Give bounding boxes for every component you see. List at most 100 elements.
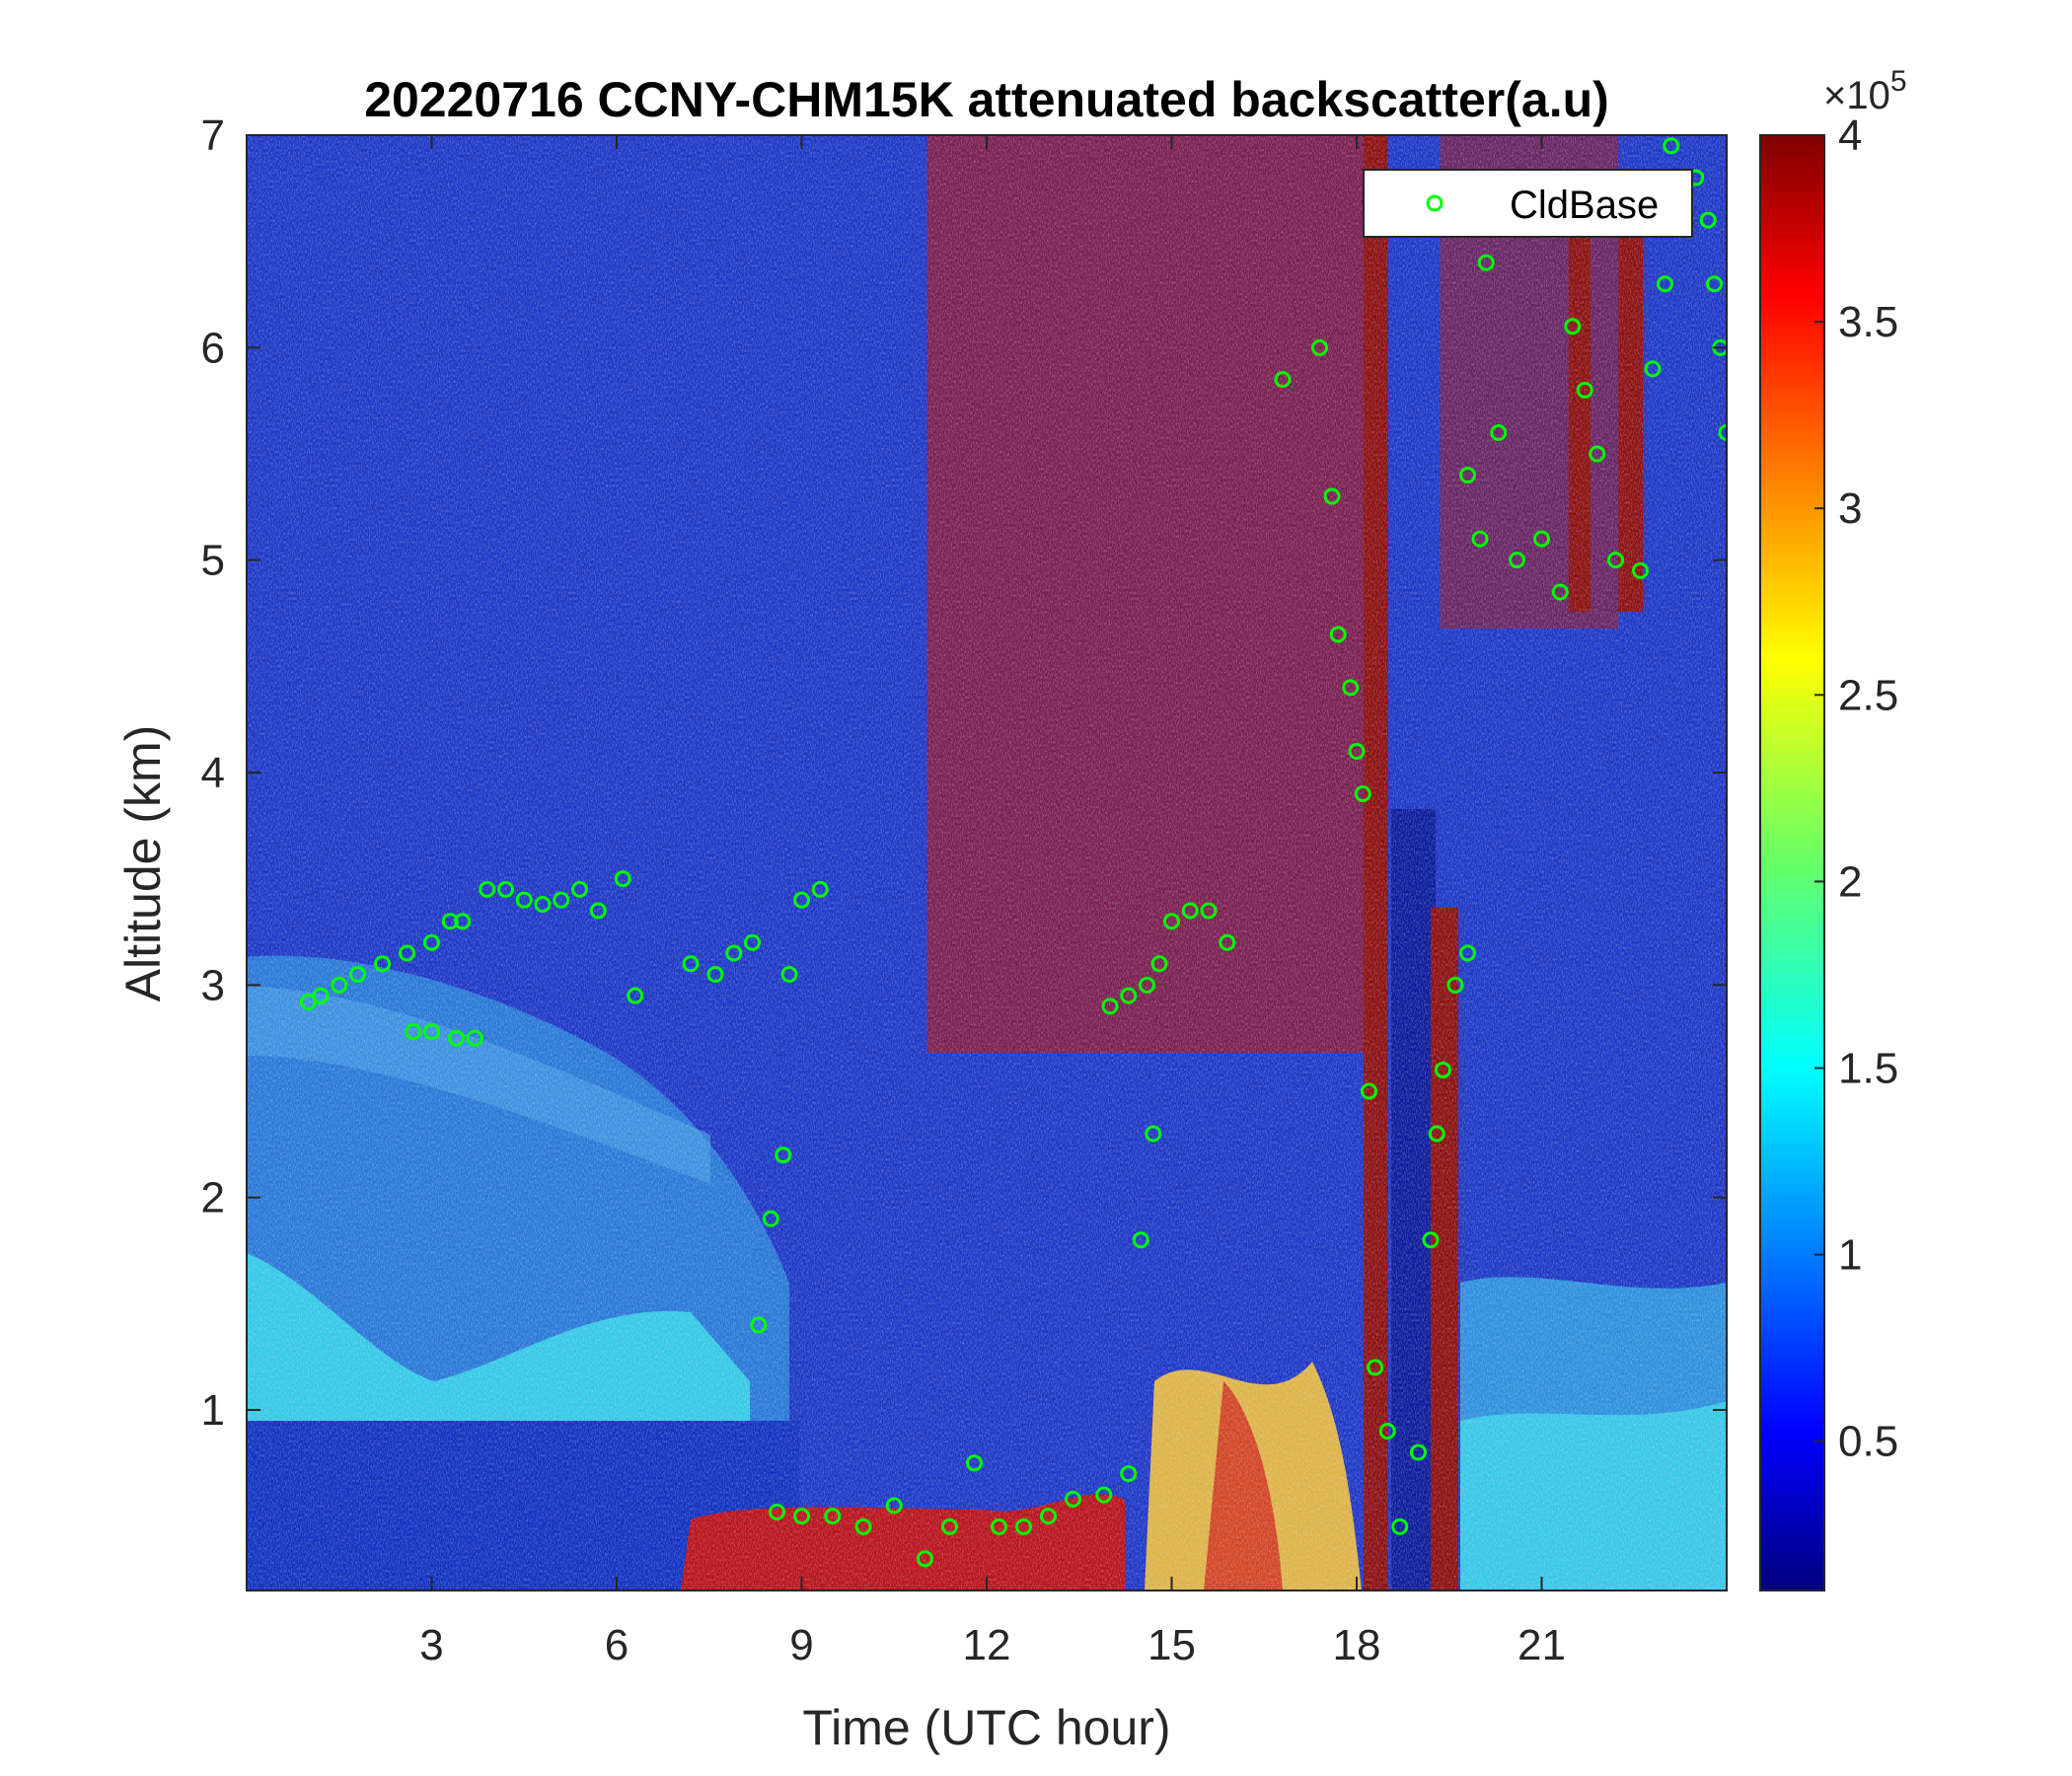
cloud-base-point	[1446, 976, 1464, 994]
cloud-base-point	[1699, 211, 1717, 229]
cloud-base-point	[885, 1497, 903, 1515]
cloud-base-point	[1551, 583, 1569, 601]
cloud-base-point	[571, 880, 588, 898]
cloud-base-point	[1422, 1231, 1440, 1249]
x-tick-label: 6	[605, 1621, 629, 1669]
cloud-base-point	[769, 1503, 785, 1520]
cloud-base-point	[1311, 338, 1328, 356]
cloud-base-point	[423, 933, 440, 951]
colorbar-exponent: 5	[1890, 65, 1907, 98]
colorbar-tick-label: 1.5	[1838, 1045, 1898, 1093]
colorbar-gradient	[1759, 134, 1825, 1591]
cloud-base-point	[1219, 933, 1236, 951]
chart-title: 20220716 CCNY-CHM15K attenuated backscat…	[364, 72, 1609, 127]
cloud-base-point	[1015, 1517, 1032, 1535]
cloud-base-point	[1477, 254, 1495, 271]
cloud-base-point	[1607, 552, 1624, 569]
cloud-base-point	[1274, 371, 1292, 389]
cloud-base-point	[479, 880, 496, 898]
cloud-base-point	[553, 891, 570, 909]
cloud-base-point	[793, 891, 810, 909]
heatmap-noise	[247, 135, 1727, 1591]
cloud-base-point	[1632, 561, 1649, 579]
cloud-base-point	[1435, 1061, 1451, 1078]
cloud-base-point	[1163, 913, 1180, 930]
cloud-base-point	[331, 976, 348, 994]
legend: CldBase	[1363, 169, 1693, 238]
cloud-base-point	[750, 1316, 768, 1334]
cloud-base-point	[1391, 1517, 1409, 1535]
cloud-base-point	[1150, 955, 1168, 973]
cloud-base-point	[1354, 785, 1371, 803]
cloud-base-point	[374, 955, 391, 973]
colorbar-tick-label: 1	[1838, 1231, 1862, 1280]
cloud-base-point	[399, 944, 415, 962]
cloud-base-point	[1040, 1508, 1057, 1525]
cloud-base-point	[312, 987, 330, 1004]
cloud-base-point	[1378, 1423, 1396, 1441]
cloud-base-point	[349, 966, 366, 984]
cloud-base-point	[966, 1454, 983, 1472]
x-tick-label: 15	[1147, 1621, 1196, 1669]
cloud-base-point	[1576, 381, 1593, 399]
cloud-base-point	[1145, 1125, 1162, 1143]
cloud-base-point	[1471, 530, 1489, 548]
cloud-base-point	[1181, 902, 1199, 920]
x-tick-label: 9	[789, 1621, 813, 1669]
cloud-base-point	[1459, 944, 1476, 962]
cloud-base-point	[534, 895, 552, 913]
cloud-base-point	[627, 987, 644, 1004]
colorbar-tick-label: 2	[1838, 857, 1862, 906]
colorbar-tick-label: 2.5	[1838, 671, 1898, 719]
colorbar: 0.5 1 1.5 2 2.5 3 3.5 4 ×105	[1759, 65, 1907, 1591]
y-axis: 1 2 3 4 5 6 7	[201, 111, 1727, 1435]
cloud-base-point	[941, 1517, 958, 1535]
cloud-base-point	[780, 966, 798, 984]
cloud-base-point	[1706, 275, 1723, 293]
cloud-base-point	[1200, 902, 1218, 920]
cloud-base-point	[762, 1210, 779, 1227]
legend-box	[1363, 169, 1693, 238]
cloud-base-point	[1065, 1490, 1081, 1508]
x-tick-label: 18	[1333, 1621, 1381, 1669]
cloud-base-point	[1342, 679, 1360, 697]
cloud-base-point	[824, 1508, 842, 1525]
cloud-base-point	[1644, 360, 1662, 378]
cloud-base-point	[589, 902, 607, 920]
cloud-base-point	[917, 1550, 933, 1568]
cloud-base-point	[725, 944, 743, 962]
y-tick-label: 5	[201, 537, 225, 585]
cloud-base-point	[1323, 487, 1341, 505]
cloud-base-point	[1367, 1359, 1384, 1376]
cloud-base-point	[423, 1023, 440, 1041]
cloud-base-point	[1120, 987, 1138, 1004]
cloud-base-point	[454, 913, 472, 930]
cloud-base-point	[1589, 445, 1606, 463]
cloud-base-point	[497, 880, 514, 898]
x-tick-label: 21	[1517, 1621, 1566, 1669]
cloud-base-point	[1663, 137, 1680, 155]
y-tick-label: 2	[201, 1174, 225, 1222]
y-tick-label: 3	[201, 961, 225, 1009]
cloud-base-point	[405, 1023, 422, 1041]
cloud-base-point	[515, 891, 533, 909]
cloud-base-point	[1509, 552, 1525, 569]
cloud-base-point	[991, 1517, 1007, 1535]
colorbar-multiplier: ×105	[1823, 65, 1907, 117]
cloud-base-point	[1459, 467, 1476, 484]
cloud-base-point	[1132, 1231, 1149, 1249]
colorbar-tick-label: 3	[1838, 484, 1862, 533]
x-tick-label: 3	[419, 1621, 443, 1669]
cloud-base-point	[1139, 976, 1155, 994]
cloud-base-point	[1329, 626, 1347, 643]
colorbar-tick-label: 0.5	[1838, 1418, 1898, 1466]
cloud-base-point	[466, 1029, 483, 1047]
cloud-base-point	[1120, 1465, 1138, 1483]
cloud-base-point	[1348, 742, 1366, 760]
cloud-base-point	[448, 1029, 465, 1047]
legend-marker-circle-icon	[1426, 194, 1443, 212]
cloud-base-point	[1490, 423, 1508, 441]
legend-entry-cldbase: CldBase	[1510, 184, 1659, 227]
cloud-base-point	[793, 1508, 810, 1525]
